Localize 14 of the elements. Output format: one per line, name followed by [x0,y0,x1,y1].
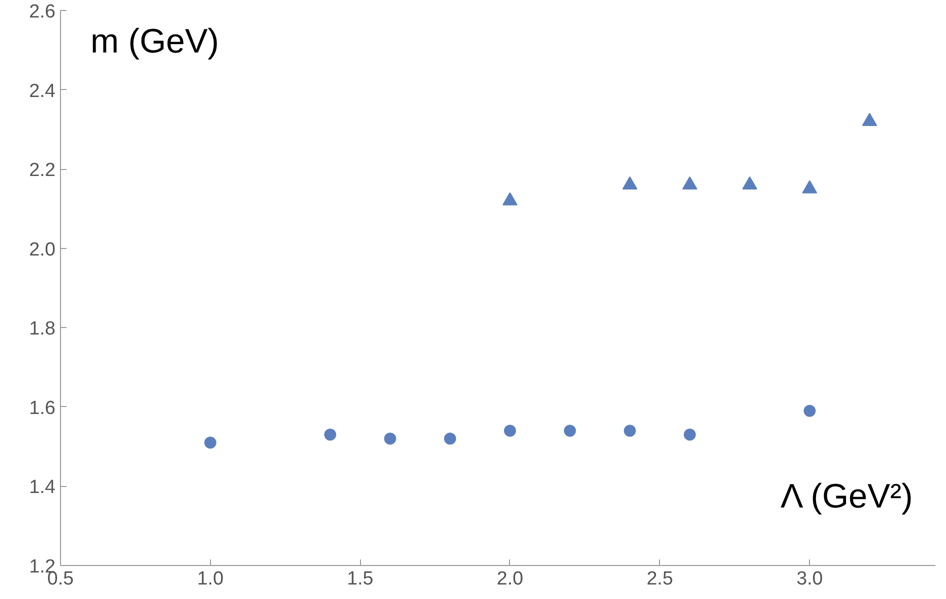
y-tick-label: 1.8 [29,318,56,340]
x-tick-label: 2.5 [646,568,674,590]
y-tick-label: 2.4 [29,80,56,102]
x-tick-label: 2.0 [496,568,524,590]
x-tick-label: 1.5 [346,568,374,590]
x-tick-label: 3.0 [796,568,823,590]
x-axis-title: Λ (GeV²) [780,478,913,516]
y-tick-label: 2.0 [29,239,56,260]
y-tick-label: 2.6 [29,2,56,22]
y-axis-title: m (GeV) [90,22,219,60]
y-tick-label: 1.4 [29,477,56,498]
y-tick-label: 1.6 [29,398,56,419]
y-tick-label: 2.2 [29,160,56,182]
x-tick-label: 1.0 [197,568,224,590]
